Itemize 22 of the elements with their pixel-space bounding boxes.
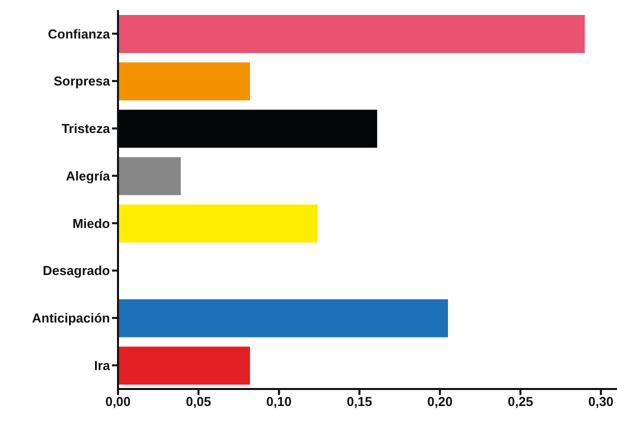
bar (118, 204, 318, 242)
bar (118, 299, 448, 338)
y-tick-label: Confianza (48, 26, 111, 42)
x-tick-label: 0,20 (427, 394, 453, 410)
x-tick-label: 0,10 (266, 394, 292, 410)
x-tick-label: 0,05 (186, 394, 212, 410)
bar (118, 62, 250, 100)
bar (118, 157, 181, 196)
x-tick-label: 0,25 (508, 394, 534, 410)
bar (118, 346, 250, 385)
x-tick-label: 0,15 (346, 394, 372, 410)
x-tick-label: 0,00 (105, 394, 131, 410)
y-tick-label: Miedo (72, 216, 110, 231)
y-tick-label: Desagrado (42, 263, 110, 278)
bar (118, 110, 378, 148)
y-tick-label: Sorpresa (54, 74, 111, 89)
y-tick-label: Ira (94, 358, 111, 373)
y-tick-label: Tristeza (62, 121, 111, 136)
y-tick-label: Alegría (66, 168, 111, 184)
y-tick-label: Anticipación (32, 310, 110, 326)
x-tick-label: 0,30 (588, 394, 614, 410)
bar (118, 15, 585, 53)
